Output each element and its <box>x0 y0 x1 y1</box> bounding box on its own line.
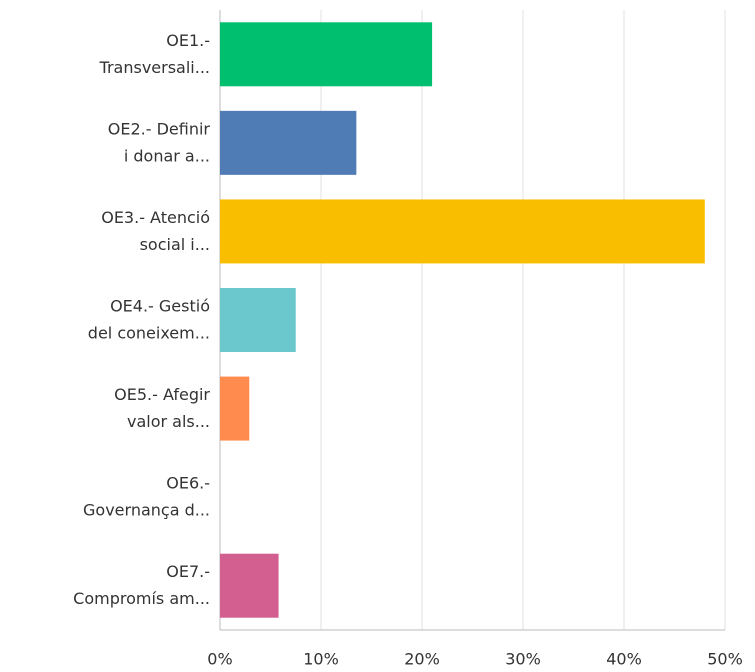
y-tick-label: i donar a... <box>124 146 210 165</box>
x-tick-label: 30% <box>505 650 541 669</box>
y-tick-label: valor als... <box>127 412 210 431</box>
bar <box>220 22 433 87</box>
y-tick-label: OE2.- Definir <box>108 119 211 138</box>
y-tick-label: OE1.- <box>166 31 210 50</box>
y-tick-label: OE7.- <box>166 562 210 581</box>
x-tick-label: 50% <box>707 650 743 669</box>
y-tick-label: Governança d... <box>83 501 210 520</box>
bar <box>220 376 250 441</box>
bar <box>220 288 296 352</box>
y-tick-label: social i... <box>140 235 210 254</box>
x-tick-label: 40% <box>606 650 642 669</box>
y-tick-label: OE4.- Gestió <box>110 297 210 316</box>
y-tick-label: del coneixem... <box>88 324 210 343</box>
bar <box>220 553 279 618</box>
x-tick-label: 20% <box>404 650 440 669</box>
x-tick-label: 10% <box>303 650 339 669</box>
x-tick-label: 0% <box>207 650 232 669</box>
y-tick-label: Transversali... <box>99 58 210 77</box>
y-tick-label: Compromís am... <box>73 589 210 608</box>
bar <box>220 110 357 175</box>
y-tick-label: OE6.- <box>166 474 210 493</box>
bar <box>220 199 705 264</box>
y-tick-label: OE5.- Afegir <box>114 385 210 404</box>
y-tick-label: OE3.- Atenció <box>101 208 210 227</box>
